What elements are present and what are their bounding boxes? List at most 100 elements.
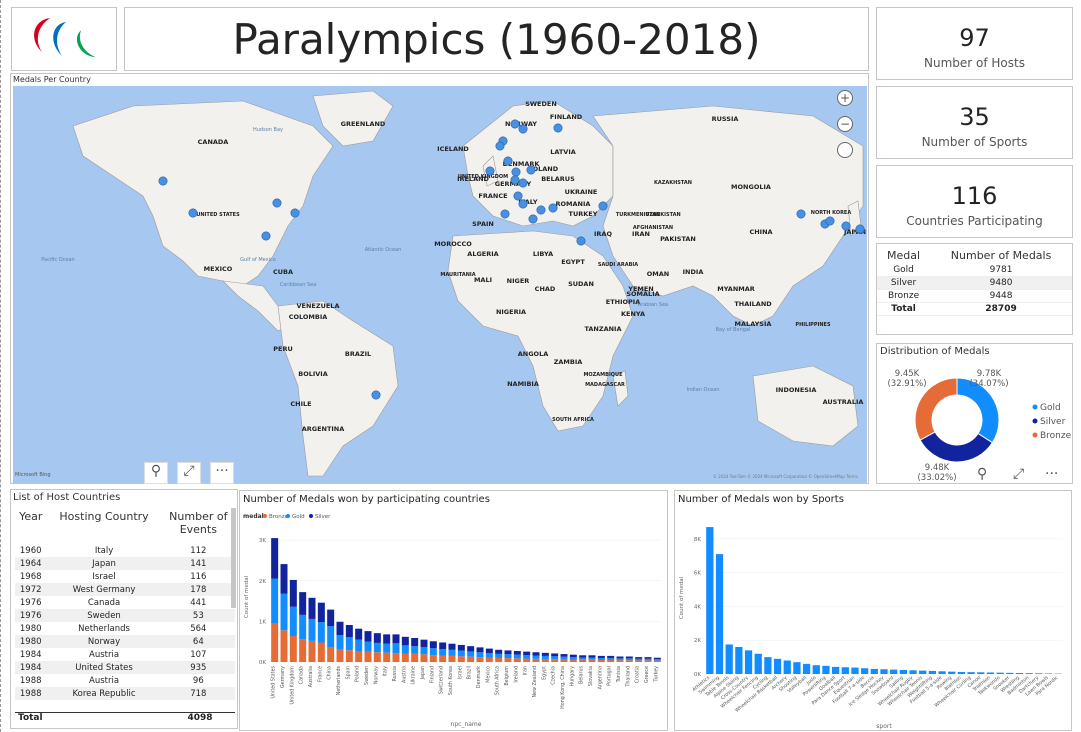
bar-segment[interactable] [345,637,353,651]
bar-segment[interactable] [635,660,643,662]
bar-segment[interactable] [448,643,456,650]
bar-segment[interactable] [551,653,559,657]
bar[interactable] [996,672,1004,674]
table-row[interactable]: Bronze 9448 [877,289,1072,303]
bar[interactable] [802,663,811,674]
map-markers[interactable] [158,119,865,400]
bar-segment[interactable] [467,651,475,657]
bar-segment[interactable] [551,659,559,662]
country-marker[interactable] [598,201,608,211]
focus-mode-icon[interactable]: ⤢ [1013,466,1025,482]
bar-segment[interactable] [616,660,624,662]
bar-segment[interactable] [476,647,484,653]
bar-segment[interactable] [569,659,577,662]
bar-segment[interactable] [308,618,316,641]
medal-column-header[interactable]: Medal [887,249,921,262]
scrollbar[interactable] [231,508,236,608]
bar-segment[interactable] [653,659,661,661]
kpi-number-of-sports[interactable]: 35 Number of Sports [876,86,1073,159]
bar[interactable] [1025,673,1033,674]
bar-segment[interactable] [271,578,279,624]
bar-segment[interactable] [495,653,503,658]
bar-segment[interactable] [607,657,615,660]
bar-segment[interactable] [607,659,615,662]
country-marker[interactable] [553,123,563,133]
bar[interactable] [899,669,907,674]
country-marker[interactable] [796,209,806,219]
bar-segment[interactable] [644,658,652,661]
country-marker[interactable] [511,167,521,177]
bar-segment[interactable] [280,630,288,662]
sport-medals-panel[interactable]: Number of Medals won by Sports 0K 2K 4K 6K 8… [674,490,1072,731]
bar[interactable] [793,662,801,674]
bar-segment[interactable] [336,649,344,662]
bar-segment[interactable] [411,653,419,662]
bar-segment[interactable] [569,654,577,658]
bar[interactable] [831,666,840,674]
bar[interactable] [977,672,985,674]
legend-label[interactable]: Gold [1040,403,1061,413]
bar[interactable] [735,646,743,674]
bar[interactable] [890,669,898,674]
legend-label[interactable]: Bronze [1040,431,1072,441]
bar[interactable] [725,644,733,674]
bar-segment[interactable] [336,635,344,649]
bar-segment[interactable] [485,648,493,654]
bar-segment[interactable] [513,651,521,655]
bar-segment[interactable] [495,657,503,662]
bar[interactable] [880,669,888,674]
bar-segment[interactable] [364,651,372,662]
bar[interactable] [744,650,753,674]
table-row[interactable]: 1964 Japan 141 [15,557,235,570]
bar-segment[interactable] [336,621,344,636]
bar-segment[interactable] [345,650,353,662]
country-marker[interactable] [576,236,586,246]
bar-segment[interactable] [364,631,372,642]
bar-segment[interactable] [653,657,661,660]
country-marker[interactable] [188,208,198,218]
bar-segment[interactable] [457,656,465,662]
bar-segment[interactable] [523,658,531,662]
table-row[interactable]: 1988 Korea Republic 718 [15,687,235,700]
bar-segment[interactable] [327,609,335,627]
bar-segment[interactable] [429,648,437,656]
bar-segment[interactable] [327,647,335,662]
bar-segment[interactable] [625,656,633,659]
country-marker[interactable] [158,176,168,186]
bar-segment[interactable] [467,656,475,662]
bar[interactable] [957,671,966,674]
table-row[interactable]: Silver 9480 [877,276,1072,290]
bar-segment[interactable] [420,646,428,655]
country-marker[interactable] [526,165,536,175]
bar-segment[interactable] [289,579,297,607]
bar-segment[interactable] [457,650,465,657]
bar[interactable] [706,527,714,674]
bar-segment[interactable] [308,597,316,619]
table-row[interactable]: 1984 United States 935 [15,661,235,674]
bar-segment[interactable] [504,658,512,662]
bar-segment[interactable] [597,657,605,660]
bar-segment[interactable] [280,564,288,594]
bar-segment[interactable] [439,649,447,656]
bar-segment[interactable] [383,652,391,662]
bar[interactable] [715,554,724,674]
bar-segment[interactable] [439,642,447,650]
bar-segment[interactable] [317,602,325,623]
bar-segment[interactable] [317,622,325,643]
filter-icon[interactable]: ⚲ [144,462,168,484]
bar[interactable] [841,667,849,674]
bar-segment[interactable] [644,660,652,662]
bar-segment[interactable] [532,658,540,662]
bar-segment[interactable] [532,655,540,659]
host-countries-panel[interactable]: List of Host Countries Year Hosting Coun… [10,489,238,729]
country-marker[interactable] [513,191,523,201]
bar-segment[interactable] [467,646,475,652]
table-row[interactable]: 1988 Austria 96 [15,674,235,687]
bar-segment[interactable] [588,657,596,660]
bar[interactable] [928,670,937,674]
bar-segment[interactable] [476,657,484,662]
bar-segment[interactable] [420,639,428,647]
country-marker[interactable] [841,221,851,231]
bar-segment[interactable] [588,655,596,658]
bar[interactable] [754,653,762,674]
